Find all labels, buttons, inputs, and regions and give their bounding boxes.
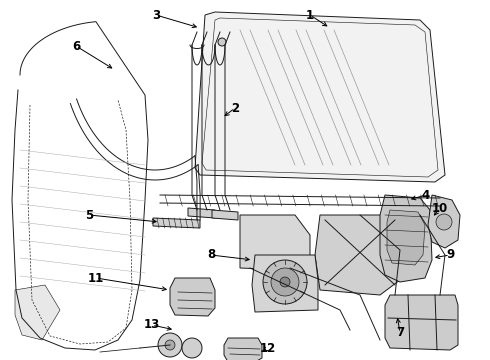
- Text: 5: 5: [85, 208, 93, 221]
- Circle shape: [182, 338, 202, 358]
- Text: 8: 8: [207, 248, 215, 261]
- Circle shape: [280, 277, 290, 287]
- Polygon shape: [170, 278, 215, 316]
- Circle shape: [436, 214, 452, 230]
- Circle shape: [263, 260, 307, 304]
- Circle shape: [165, 340, 175, 350]
- Polygon shape: [315, 215, 400, 295]
- Polygon shape: [212, 210, 238, 220]
- Polygon shape: [224, 338, 262, 360]
- Text: 13: 13: [144, 319, 160, 332]
- Polygon shape: [240, 215, 310, 270]
- Text: 11: 11: [88, 271, 104, 284]
- Text: 6: 6: [72, 40, 80, 53]
- Polygon shape: [195, 12, 445, 182]
- Polygon shape: [428, 195, 460, 248]
- Polygon shape: [188, 208, 215, 218]
- Text: 4: 4: [422, 189, 430, 202]
- Text: 2: 2: [231, 102, 239, 114]
- Text: 3: 3: [152, 9, 160, 22]
- Polygon shape: [380, 195, 432, 282]
- Text: 9: 9: [446, 248, 454, 261]
- Text: 10: 10: [432, 202, 448, 215]
- Text: 1: 1: [306, 9, 314, 22]
- Polygon shape: [153, 218, 200, 228]
- Circle shape: [158, 333, 182, 357]
- Text: 12: 12: [260, 342, 276, 355]
- Polygon shape: [385, 295, 458, 350]
- Text: 7: 7: [396, 327, 404, 339]
- Polygon shape: [252, 255, 318, 312]
- Polygon shape: [387, 210, 425, 265]
- Polygon shape: [15, 285, 60, 340]
- Circle shape: [218, 38, 226, 46]
- Circle shape: [271, 268, 299, 296]
